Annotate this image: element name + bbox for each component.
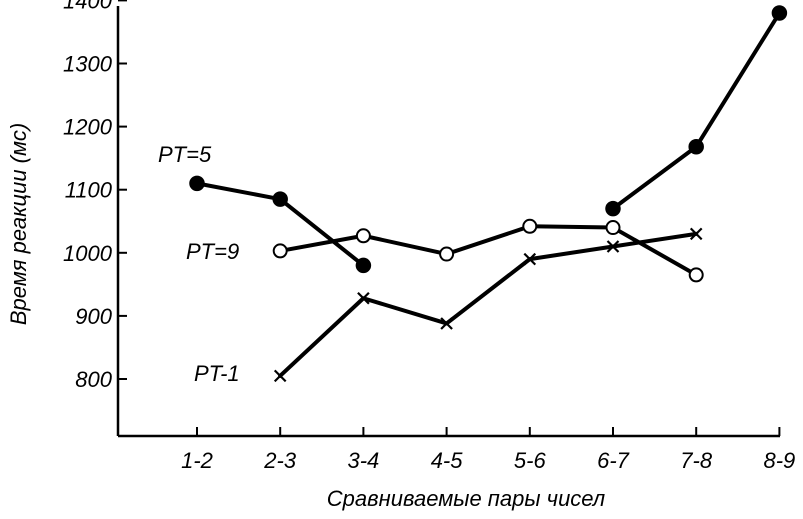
x-tick-label: 3-4: [348, 448, 380, 473]
x-axis-title: Сравниваемые пары чисел: [327, 486, 605, 511]
y-axis-title: Время реакции (мс): [6, 123, 31, 325]
x-tick-label: 1-2: [181, 448, 213, 473]
axes: 800 900 1000 1100 1200 1300 1400 1-2 2-3 3-4 4-5 5-…: [63, 0, 795, 473]
y-tick-label: 1000: [63, 241, 113, 266]
data-point-pt1: [689, 227, 703, 241]
data-point-pt9: [272, 243, 288, 259]
y-tick-label: 1200: [63, 115, 113, 140]
x-tick-label: 5-6: [514, 448, 547, 473]
data-point-pt5: [189, 175, 205, 192]
data-point-pt1: [357, 291, 370, 305]
data-point-pt5: [688, 139, 704, 155]
y-tick-label: 1400: [63, 0, 113, 13]
data-point-pt9: [355, 228, 371, 244]
data-point-pt9: [688, 267, 704, 283]
data-point-pt5: [355, 257, 372, 274]
data-point-pt9: [605, 220, 621, 236]
series-label-pt5: PT=5: [158, 142, 212, 167]
data-point-pt5: [272, 191, 288, 207]
data-point-pt9: [522, 218, 538, 234]
y-tick-label: 900: [75, 304, 112, 329]
data-point-pt1: [523, 252, 537, 266]
y-tick-label: 1300: [63, 52, 113, 77]
x-tick-label: 8-9: [764, 448, 796, 473]
series-line-pt9: [278, 224, 699, 277]
x-tick-label: 4-5: [431, 448, 464, 473]
series-label-pt9: PT=9: [186, 239, 239, 264]
x-tick-label: 2-3: [263, 448, 297, 473]
data-point-pt1: [440, 317, 453, 330]
data-point-pt5: [771, 5, 788, 21]
series-line-pt5: [611, 11, 782, 211]
data-point-pt9: [439, 246, 455, 262]
plot-area: [189, 5, 788, 383]
y-tick-label: 800: [75, 367, 112, 392]
x-tick-label: 6-7: [597, 448, 630, 473]
x-tick-label: 7-8: [680, 448, 713, 473]
data-point-pt1: [606, 240, 620, 253]
series-line-pt1: [278, 231, 699, 378]
y-tick-label: 1100: [65, 178, 113, 203]
data-point-pt1: [273, 369, 287, 383]
data-point-pt5: [605, 200, 621, 217]
series-label-pt1: PT-1: [194, 361, 240, 386]
